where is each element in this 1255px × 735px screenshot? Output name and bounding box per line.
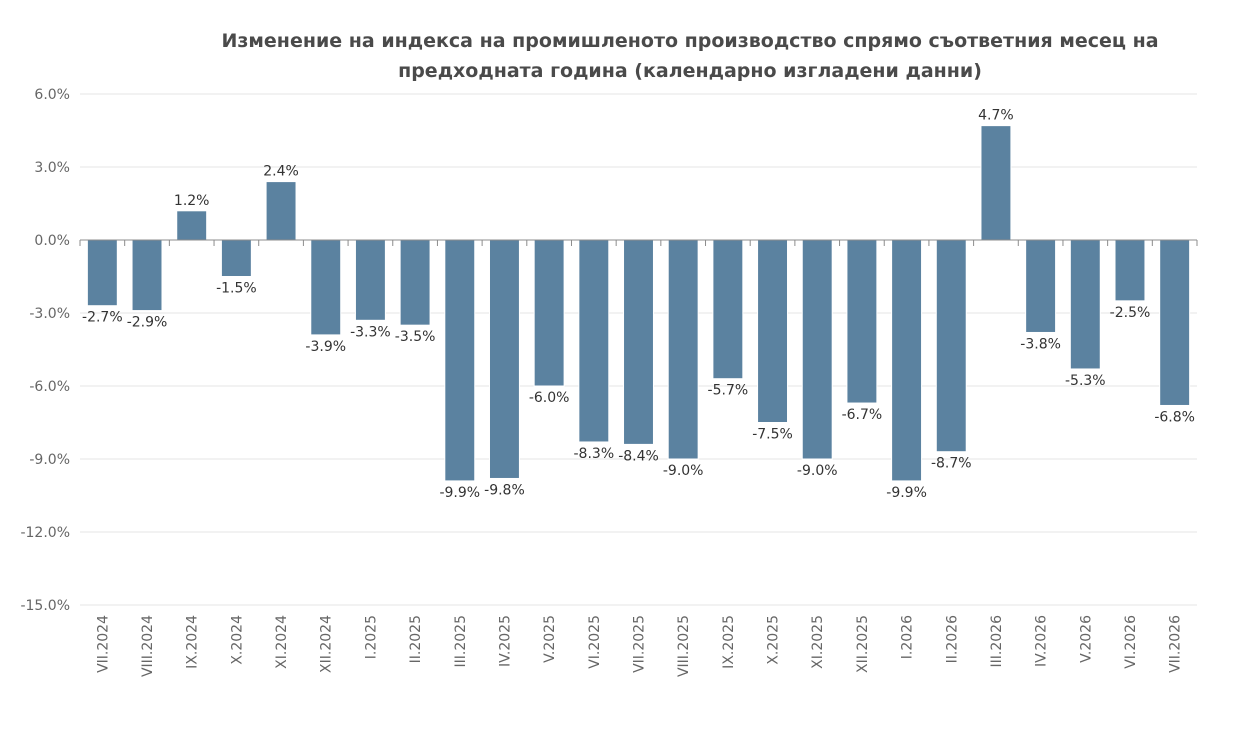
y-tick-label: -6.0% (29, 379, 70, 395)
data-label: -3.5% (395, 329, 436, 345)
data-label: -9.9% (886, 485, 927, 501)
y-tick-label: 0.0% (34, 233, 70, 249)
x-tick-label: XI.2025 (810, 615, 826, 669)
data-label: 4.7% (978, 108, 1014, 124)
data-label: -6.7% (842, 407, 883, 423)
bar (935, 239, 967, 453)
bar (578, 239, 610, 443)
x-tick-label: II.2025 (408, 615, 424, 663)
y-tick-label: 3.0% (34, 160, 70, 176)
bar (1025, 239, 1057, 333)
y-tick-label: 6.0% (34, 87, 70, 103)
data-label: -3.8% (1020, 336, 1061, 352)
data-label: -1.5% (216, 281, 257, 297)
bar (667, 239, 699, 460)
bar (712, 239, 744, 380)
bar (354, 239, 386, 321)
x-tick-label: VII.2025 (632, 615, 648, 673)
x-tick-label: XII.2025 (855, 615, 871, 673)
x-tick-label: I.2025 (363, 615, 379, 659)
x-tick-label: IX.2024 (185, 615, 201, 669)
data-label: -2.7% (82, 310, 123, 326)
x-tick-label: VI.2025 (587, 615, 603, 669)
x-tick-label: VIII.2025 (676, 615, 692, 677)
data-label: 1.2% (174, 193, 210, 209)
y-tick-label: -9.0% (29, 452, 70, 468)
chart-title: Изменение на индекса на промишленото про… (221, 30, 1159, 82)
bar (131, 239, 163, 312)
data-label: -3.3% (350, 324, 391, 340)
data-label: -9.0% (797, 463, 838, 479)
bar (488, 239, 520, 479)
x-tick-label: XI.2024 (274, 615, 290, 669)
data-label: -8.3% (574, 446, 615, 462)
bar (444, 239, 476, 482)
x-tick-label: VII.2024 (95, 615, 111, 673)
bar (623, 239, 654, 445)
bar (801, 239, 833, 460)
y-tick-label: -12.0% (20, 525, 70, 541)
data-label: -2.5% (1110, 305, 1151, 321)
x-tick-label: VIII.2024 (140, 615, 156, 677)
bar (265, 181, 297, 241)
x-tick-label: IX.2025 (721, 615, 737, 669)
bar (176, 210, 208, 241)
bar (399, 239, 431, 326)
bar (757, 239, 789, 423)
data-label: -5.7% (708, 383, 749, 399)
x-tick-label: VII.2026 (1168, 615, 1184, 673)
bar (846, 239, 878, 404)
x-tick-label: V.2025 (542, 615, 558, 663)
x-tick-label: IV.2025 (497, 615, 513, 667)
x-tick-label: IV.2026 (1034, 615, 1050, 667)
bar (86, 239, 118, 307)
x-tick-label: I.2026 (900, 615, 916, 659)
x-tick-label: XII.2024 (319, 615, 335, 673)
y-tick-label: -15.0% (20, 598, 70, 614)
data-label: -5.3% (1065, 373, 1106, 389)
bar (980, 125, 1012, 241)
x-tick-label: X.2025 (766, 615, 782, 665)
bar (891, 239, 923, 482)
data-label: -8.7% (931, 456, 972, 472)
y-tick-label: -3.0% (29, 306, 70, 322)
data-label: -2.9% (127, 315, 168, 331)
data-label: -6.8% (1154, 409, 1195, 425)
data-label: -6.0% (529, 390, 570, 406)
x-tick-label: X.2024 (229, 615, 245, 665)
data-label: -9.9% (439, 485, 480, 501)
data-label: -7.5% (752, 427, 793, 443)
data-label: -3.9% (305, 339, 346, 355)
bar (220, 239, 252, 277)
bar (310, 239, 342, 336)
x-tick-label: III.2026 (989, 615, 1005, 668)
x-tick-label: II.2026 (944, 615, 960, 663)
data-label: -9.8% (484, 482, 525, 498)
data-label: 2.4% (263, 164, 299, 180)
data-label: -8.4% (618, 448, 659, 464)
bar (1069, 239, 1101, 370)
x-tick-label: VI.2026 (1123, 615, 1139, 669)
bar (533, 239, 565, 387)
bar (1114, 239, 1146, 302)
x-tick-label: V.2026 (1078, 615, 1094, 663)
bar (1159, 239, 1191, 406)
data-label: -9.0% (663, 463, 704, 479)
x-tick-label: III.2025 (453, 615, 469, 667)
